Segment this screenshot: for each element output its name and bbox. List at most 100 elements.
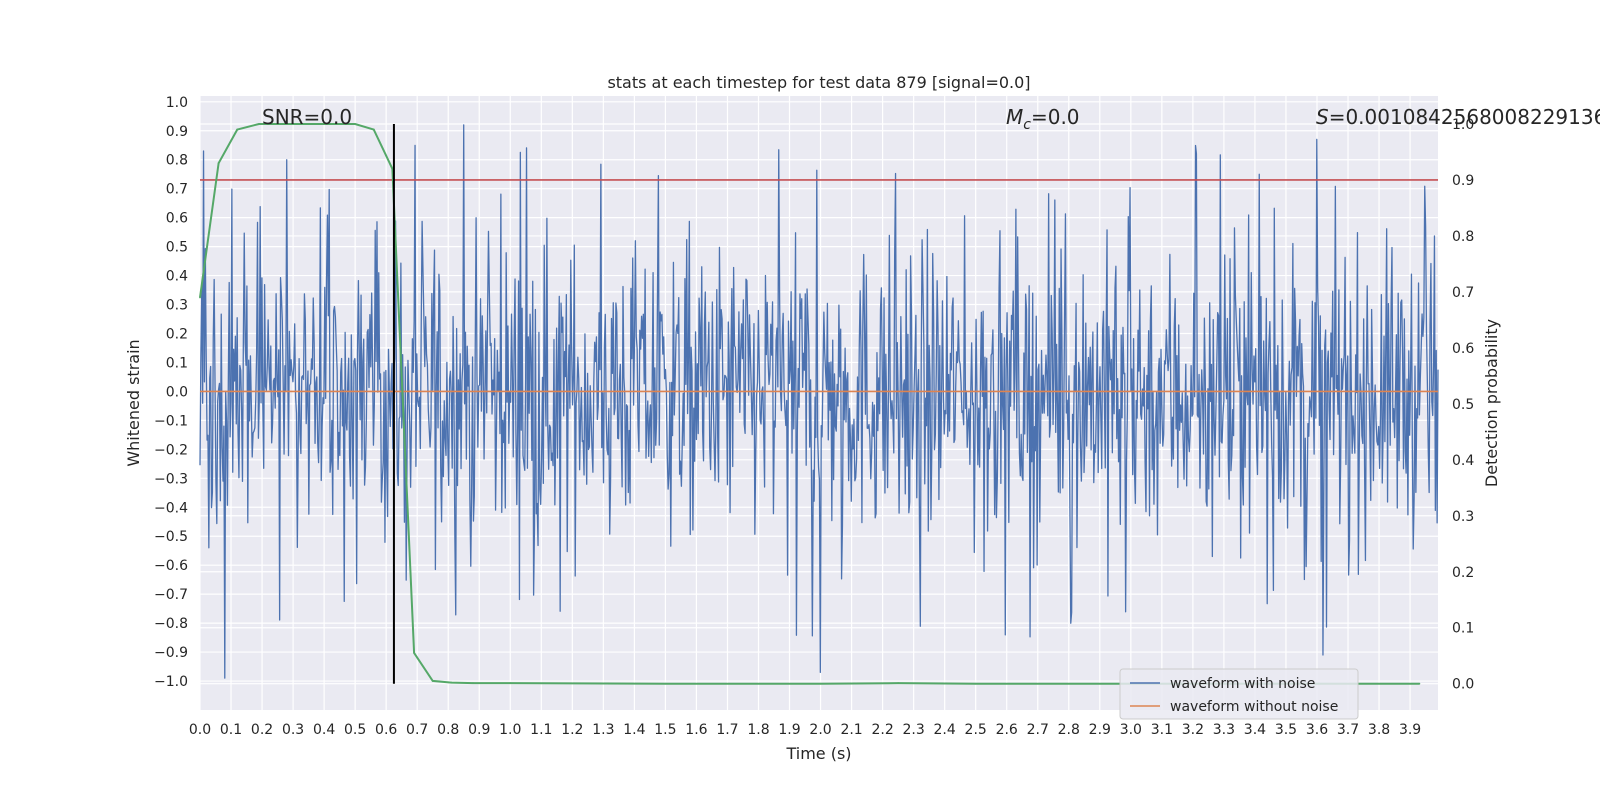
detection-point: [258, 123, 260, 125]
detection-point: [335, 123, 338, 125]
y-tick-label: −0.1: [154, 413, 188, 429]
y2-axis-ticks: 1.0 0.9 0.8 0.7 0.6 0.5 0.4 0.3 0.2 0.1 0.0: [1452, 117, 1474, 693]
x-tick-label: 3.2: [1182, 722, 1204, 738]
x-tick-label: 3.9: [1399, 722, 1421, 738]
detection-point: [372, 128, 375, 131]
y2-tick-label: 0.0: [1452, 677, 1474, 693]
y-tick-label: −0.2: [154, 442, 188, 458]
x-tick-label: 2.8: [1058, 722, 1080, 738]
y-tick-label: 0.8: [166, 153, 188, 169]
y2-tick-label: 0.9: [1452, 173, 1474, 189]
y-tick-label: 0.9: [166, 124, 188, 140]
detection-point: [472, 682, 474, 685]
x-tick-label: 0.3: [282, 722, 304, 738]
y-tick-label: −0.9: [154, 645, 188, 661]
legend-label-noise: waveform with noise: [1170, 676, 1315, 692]
x-tick-label: 2.6: [996, 722, 1018, 738]
y2-axis-label: Detection probability: [1482, 319, 1501, 487]
detection-point: [317, 123, 319, 125]
x-tick-label: 0.4: [313, 722, 335, 738]
x-tick-label: 1.9: [778, 722, 800, 738]
x-tick-label: 2.7: [1027, 722, 1049, 738]
chirp-mass-annotation: Mc=0.0: [1006, 105, 1080, 133]
x-axis-label: Time (s): [785, 744, 851, 763]
detection-point: [897, 682, 900, 685]
x-tick-label: 3.7: [1337, 722, 1359, 738]
y2-tick-label: 0.4: [1452, 453, 1474, 469]
x-tick-label: 3.4: [1244, 722, 1266, 738]
x-tick-label: 3.5: [1275, 722, 1297, 738]
snr-annotation: SNR=0.0: [262, 105, 352, 129]
y-tick-label: −0.3: [154, 471, 188, 487]
y2-tick-label: 0.5: [1452, 397, 1474, 413]
series-layer: [199, 122, 1439, 685]
y-tick-label: 1.0: [166, 95, 188, 111]
y-tick-label: −0.7: [154, 587, 188, 603]
y-tick-label: 0.1: [166, 355, 188, 371]
y-tick-label: 0.0: [166, 384, 188, 400]
x-tick-label: 2.2: [871, 722, 893, 738]
detection-point: [974, 682, 977, 685]
x-tick-label: 1.1: [530, 722, 552, 738]
y-tick-label: −0.4: [154, 500, 188, 516]
x-tick-label: 1.8: [747, 722, 769, 738]
detection-point: [509, 682, 512, 685]
detection-point: [276, 123, 279, 125]
snr-stat-annotation: S=0.0010842568008229136: [1316, 105, 1600, 129]
x-tick-label: 3.6: [1306, 722, 1328, 738]
y-tick-label: 0.2: [166, 326, 188, 342]
chirp-mass-subscript: c: [1023, 117, 1031, 133]
x-tick-label: 0.9: [468, 722, 490, 738]
x-tick-label: 2.3: [903, 722, 925, 738]
x-tick-label: 1.6: [685, 722, 707, 738]
noise-series-line: [199, 124, 1439, 679]
y-tick-label: 0.6: [166, 211, 188, 227]
y2-tick-label: 0.6: [1452, 341, 1474, 357]
x-tick-label: 0.5: [344, 722, 366, 738]
x-tick-label: 2.4: [934, 722, 956, 738]
y-tick-label: 0.7: [166, 182, 188, 198]
x-tick-label: 1.7: [716, 722, 738, 738]
detection-point: [819, 682, 822, 685]
y2-tick-label: 0.7: [1452, 285, 1474, 301]
detection-point: [450, 681, 453, 684]
stat-value: =0.0010842568008229136: [1329, 105, 1600, 129]
stat-symbol: S: [1316, 105, 1329, 129]
x-tick-label: 0.8: [437, 722, 459, 738]
legend-box: [1119, 668, 1359, 720]
x-tick-label: 0.6: [375, 722, 397, 738]
x-tick-label: 2.0: [809, 722, 831, 738]
x-tick-label: 0.0: [189, 722, 211, 738]
y-tick-label: −0.8: [154, 616, 188, 632]
y-tick-label: 0.5: [166, 240, 188, 256]
x-tick-label: 3.0: [1120, 722, 1142, 738]
y-tick-label: −0.6: [154, 558, 188, 574]
x-tick-label: 0.7: [406, 722, 428, 738]
x-tick-label: 3.8: [1368, 722, 1390, 738]
x-tick-label: 0.1: [220, 722, 242, 738]
detection-point: [1418, 682, 1421, 685]
y-tick-label: −0.5: [154, 529, 188, 545]
x-tick-label: 2.5: [965, 722, 987, 738]
x-tick-label: 2.9: [1089, 722, 1111, 738]
detection-point: [217, 162, 220, 165]
x-tick-label: 2.1: [840, 722, 862, 738]
detection-point: [199, 296, 201, 299]
y2-tick-label: 0.8: [1452, 229, 1474, 245]
chart-title: stats at each timestep for test data 879…: [607, 73, 1030, 92]
detection-point: [391, 167, 394, 170]
y-tick-label: 0.3: [166, 298, 188, 314]
x-tick-label: 1.0: [499, 722, 521, 738]
x-tick-label: 3.3: [1213, 722, 1235, 738]
y-axis-ticks: 1.0 0.9 0.8 0.7 0.6 0.5 0.4 0.3 0.2 0.1 0.0 −0.1 −0.…: [154, 95, 188, 690]
detection-point: [236, 128, 239, 131]
chirp-mass-value: =0.0: [1031, 105, 1080, 129]
x-tick-label: 1.5: [654, 722, 676, 738]
x-axis-ticks: 0.0 0.1 0.2 0.3 0.4 0.5 0.6 0.7 0.8 0.9 1.0 1.1 1.2 1…: [189, 722, 1421, 738]
y-axis-label: Whitened strain: [124, 339, 143, 466]
detection-point: [664, 682, 667, 685]
chirp-mass-symbol: M: [1006, 105, 1023, 129]
y-tick-label: −1.0: [154, 674, 188, 690]
y-tick-label: 0.4: [166, 269, 188, 285]
detection-point: [354, 123, 357, 125]
